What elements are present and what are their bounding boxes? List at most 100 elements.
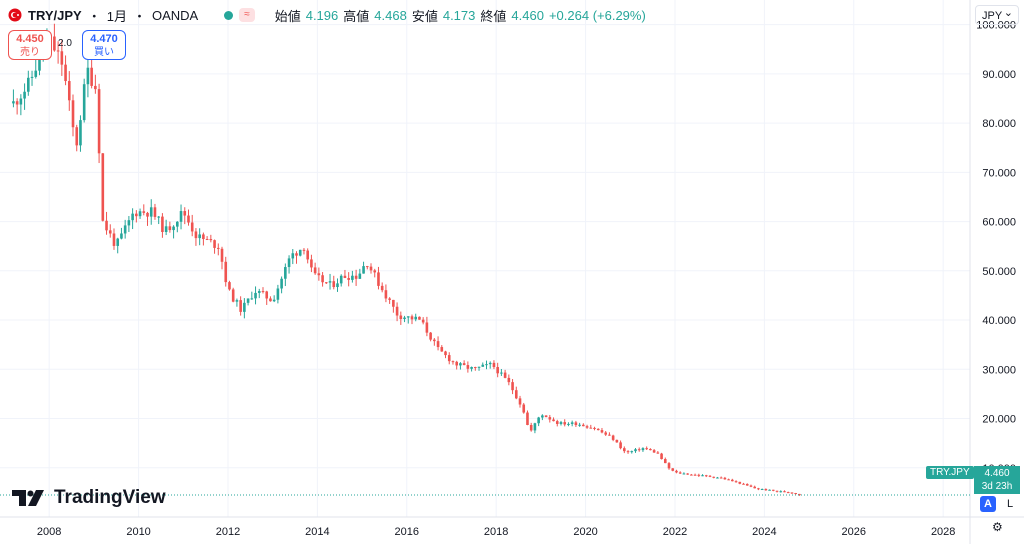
candle-body — [216, 247, 220, 249]
candle-body — [511, 382, 514, 391]
candle-body — [108, 230, 112, 234]
candle-body — [626, 451, 630, 453]
candle-body — [164, 226, 168, 232]
candle-body — [306, 250, 309, 260]
candle-body — [358, 273, 362, 279]
candle-body — [243, 302, 246, 312]
candle-body — [90, 67, 93, 86]
candle-body — [753, 486, 756, 489]
candle-body — [64, 64, 67, 82]
candle-body — [239, 300, 242, 312]
candle-body — [459, 363, 462, 366]
candle-body — [682, 473, 686, 475]
chart-legend: TRY/JPY ・ 1月 ・ OANDA ≈ 始値 4.196 高値 4.468 安… — [8, 5, 646, 25]
candle-body — [284, 267, 287, 279]
candle-body — [336, 283, 339, 288]
x-tick-label: 2008 — [37, 526, 61, 538]
candle-body — [97, 89, 101, 154]
sell-label: 売り — [20, 47, 40, 58]
candle-body — [544, 415, 548, 418]
candle-body — [555, 421, 559, 424]
open-value: 4.196 — [305, 7, 339, 23]
candle-body — [678, 472, 682, 474]
approx-badge[interactable]: ≈ — [239, 8, 255, 22]
ohlc-values: 始値 4.196 高値 4.468 安値 4.173 終値 4.460 +0.264 (… — [275, 6, 646, 25]
candle-body — [421, 319, 425, 323]
y-tick-label: 50.000 — [982, 266, 1016, 278]
auto-scale-button[interactable]: A — [980, 496, 996, 512]
candle-body — [567, 423, 570, 425]
x-tick-label: 2020 — [573, 526, 597, 538]
candle-body — [287, 258, 291, 268]
candle-body — [190, 222, 194, 232]
candle-body — [116, 238, 120, 246]
candle-body — [578, 424, 581, 426]
candle-body — [470, 367, 473, 369]
candle-body — [34, 70, 38, 77]
candle-body — [176, 221, 179, 227]
time-axis[interactable]: 2008 2010 2012 2014 2016 2018 2020 2022 2024 2026… — [37, 526, 955, 538]
tradingview-logo[interactable]: TradingView — [12, 487, 166, 509]
candle-body — [205, 239, 209, 241]
sell-button[interactable]: 4.450 売り — [8, 30, 52, 60]
candle-body — [619, 442, 622, 449]
symbol-name[interactable]: TRY/JPY — [28, 7, 82, 23]
candle-body — [604, 432, 607, 435]
candle-body — [738, 481, 742, 484]
candle-body — [529, 424, 533, 431]
close-label: 終値 — [480, 8, 507, 24]
candle-body — [462, 363, 466, 366]
candle-body — [354, 275, 358, 279]
candle-body — [332, 281, 336, 288]
candle-body — [757, 488, 760, 490]
interval-label[interactable]: 1月 — [106, 8, 127, 24]
candle-body — [187, 215, 190, 223]
candle-body — [663, 459, 667, 464]
candle-body — [593, 427, 596, 429]
candle-body — [693, 474, 697, 476]
currency-dropdown[interactable]: JPY — [975, 3, 1019, 25]
sell-price: 4.450 — [16, 33, 44, 45]
bar-countdown: 3d 23h — [981, 481, 1013, 492]
candle-body — [161, 216, 164, 232]
candle-body — [403, 317, 406, 320]
candle-body — [429, 332, 432, 340]
candle-body — [94, 85, 97, 90]
candle-body — [690, 474, 693, 476]
candle-body — [701, 475, 704, 477]
candle-body — [794, 493, 797, 495]
candle-body — [172, 226, 175, 231]
candle-body — [436, 341, 440, 348]
settings-gear-icon[interactable]: ⚙ — [992, 520, 1003, 534]
candle-body — [615, 439, 619, 443]
y-tick-label: 70.000 — [982, 167, 1016, 179]
candle-body — [675, 470, 678, 473]
candle-body — [291, 253, 295, 259]
y-tick-label: 60.000 — [982, 217, 1016, 229]
candle-body — [723, 477, 727, 480]
candle-body — [27, 77, 30, 92]
candle-body — [656, 452, 660, 454]
candle-body — [75, 127, 79, 146]
buy-button[interactable]: 4.470 買い — [82, 30, 126, 60]
log-scale-button[interactable]: L — [1006, 498, 1014, 510]
candle-body — [231, 289, 235, 302]
candle-body — [749, 485, 753, 487]
candle-body — [585, 426, 589, 428]
candle-body — [518, 398, 522, 405]
candle-body — [623, 448, 626, 452]
candle-body — [570, 422, 574, 424]
x-tick-label: 2022 — [663, 526, 687, 538]
candle-body — [194, 231, 198, 239]
candle-body — [209, 239, 213, 241]
price-axis[interactable]: 100.00090.00080.00070.00060.00050.00040.… — [976, 20, 1016, 475]
candle-body — [697, 474, 701, 476]
market-status-icon[interactable] — [224, 10, 234, 20]
candle-body — [257, 291, 261, 293]
low-value: 4.173 — [442, 7, 476, 23]
candle-body — [760, 489, 764, 491]
candle-body — [634, 449, 637, 452]
candle-body — [79, 120, 82, 146]
y-tick-label: 30.000 — [982, 364, 1016, 376]
